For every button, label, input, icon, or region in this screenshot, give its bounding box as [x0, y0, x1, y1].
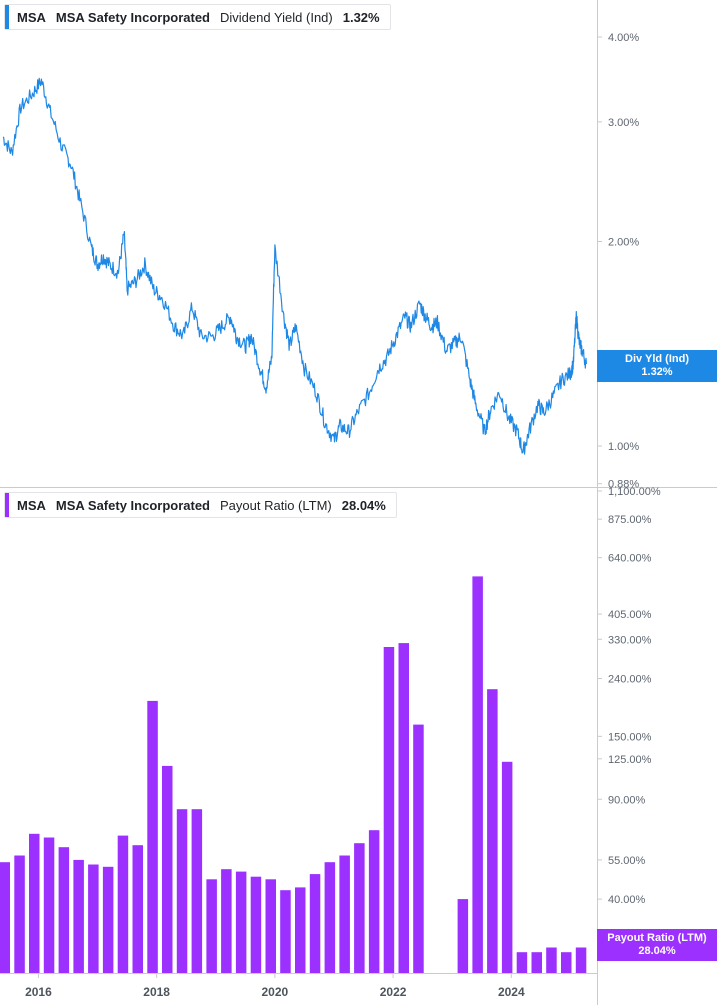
x-tick-label: 2018	[143, 985, 170, 999]
dividend-yield-swatch	[5, 5, 9, 29]
payout-y-tick-label: 640.00%	[608, 553, 652, 565]
legend-ticker: MSA	[17, 9, 46, 25]
payout-ratio-bar	[102, 866, 114, 973]
yield-y-tick-label: 3.00%	[608, 117, 639, 129]
tag-label: Payout Ratio (LTM)	[607, 931, 707, 944]
payout-ratio-legend[interactable]: MSA MSA Safety Incorporated Payout Ratio…	[4, 492, 397, 518]
payout-ratio-bar	[73, 859, 84, 973]
payout-ratio-bar	[398, 643, 409, 973]
payout-ratio-bar	[546, 947, 557, 973]
legend-metric-name: Payout Ratio (LTM)	[220, 497, 332, 513]
payout-ratio-bar	[368, 830, 380, 973]
payout-ratio-bar	[531, 952, 542, 973]
payout-y-tick-label: 240.00%	[608, 673, 652, 685]
payout-ratio-bar	[0, 862, 10, 973]
payout-y-tick-label: 1,100.00%	[608, 486, 661, 498]
payout-y-tick-label: 90.00%	[608, 794, 646, 806]
legend-metric-name: Dividend Yield (Ind)	[220, 9, 333, 25]
payout-ratio-bar	[147, 700, 158, 973]
payout-y-tick-label: 40.00%	[608, 894, 646, 906]
payout-ratio-bar	[575, 947, 587, 973]
payout-ratio-bar	[235, 871, 247, 973]
x-tick-label: 2024	[498, 985, 525, 999]
payout-y-tick-label: 55.00%	[608, 855, 646, 867]
payout-y-tick-label: 150.00%	[608, 731, 652, 743]
payout-ratio-bar	[162, 765, 173, 973]
payout-ratio-bar	[117, 835, 129, 973]
payout-ratio-bar	[43, 837, 55, 973]
payout-ratio-bar	[413, 724, 424, 973]
payout-ratio-swatch	[5, 493, 9, 517]
payout-y-tick-label: 125.00%	[608, 754, 652, 766]
payout-ratio-bar	[339, 855, 350, 973]
payout-ratio-bar	[58, 847, 70, 973]
x-tick-label: 2016	[25, 985, 52, 999]
legend-company-name: MSA Safety Incorporated	[55, 497, 210, 513]
dividend-yield-legend[interactable]: MSA MSA Safety Incorporated Dividend Yie…	[4, 4, 391, 30]
x-tick-label: 2020	[262, 985, 289, 999]
yield-y-tick-label: 1.00%	[608, 441, 639, 453]
tag-label: Div Yld (Ind)	[625, 353, 689, 366]
payout-y-tick-label: 330.00%	[608, 634, 652, 646]
payout-ratio-plot	[0, 576, 587, 973]
payout-ratio-bar	[516, 952, 528, 973]
payout-y-tick-label: 875.00%	[608, 514, 652, 526]
payout-y-tick-label: 405.00%	[608, 609, 652, 621]
legend-ticker: MSA	[17, 497, 46, 513]
payout-ratio-value-tag: Payout Ratio (LTM) 28.04%	[597, 928, 717, 961]
payout-ratio-bar	[29, 833, 40, 973]
payout-ratio-bar	[561, 952, 572, 973]
x-tick-label: 2022	[380, 985, 407, 999]
yield-y-tick-label: 0.88%	[608, 479, 639, 491]
payout-ratio-bar	[250, 876, 262, 973]
payout-ratio-bar	[206, 879, 217, 973]
yield-y-tick-label: 4.00%	[608, 32, 639, 44]
tag-value: 28.04%	[638, 944, 676, 957]
payout-ratio-bar	[88, 864, 99, 973]
payout-ratio-bar	[221, 869, 232, 973]
legend-company-name: MSA Safety Incorporated	[55, 9, 210, 25]
dividend-yield-plot	[2, 77, 587, 455]
payout-ratio-bar	[309, 874, 321, 973]
tag-value: 1.32%	[641, 366, 673, 379]
payout-ratio-bar	[383, 647, 395, 973]
payout-ratio-bar	[14, 855, 25, 973]
payout-ratio-bar	[280, 890, 291, 973]
payout-ratio-bar	[176, 809, 188, 973]
payout-ratio-bar	[295, 887, 306, 973]
payout-ratio-bar	[132, 845, 143, 973]
payout-ratio-bar	[501, 761, 513, 973]
legend-metric-value: 1.32%	[342, 9, 380, 25]
legend-metric-value: 28.04%	[341, 497, 386, 513]
payout-ratio-bar	[354, 843, 365, 973]
payout-ratio-bar	[487, 689, 498, 973]
payout-ratio-bar	[472, 576, 483, 973]
payout-ratio-bar	[457, 899, 469, 973]
dividend-yield-series-line	[2, 77, 587, 455]
payout-ratio-bar	[191, 809, 203, 973]
payout-ratio-bar	[265, 879, 276, 973]
dividend-yield-value-tag: Div Yld (Ind) 1.32%	[597, 350, 717, 383]
payout-ratio-bar	[324, 862, 336, 973]
yield-y-tick-label: 2.00%	[608, 237, 639, 249]
